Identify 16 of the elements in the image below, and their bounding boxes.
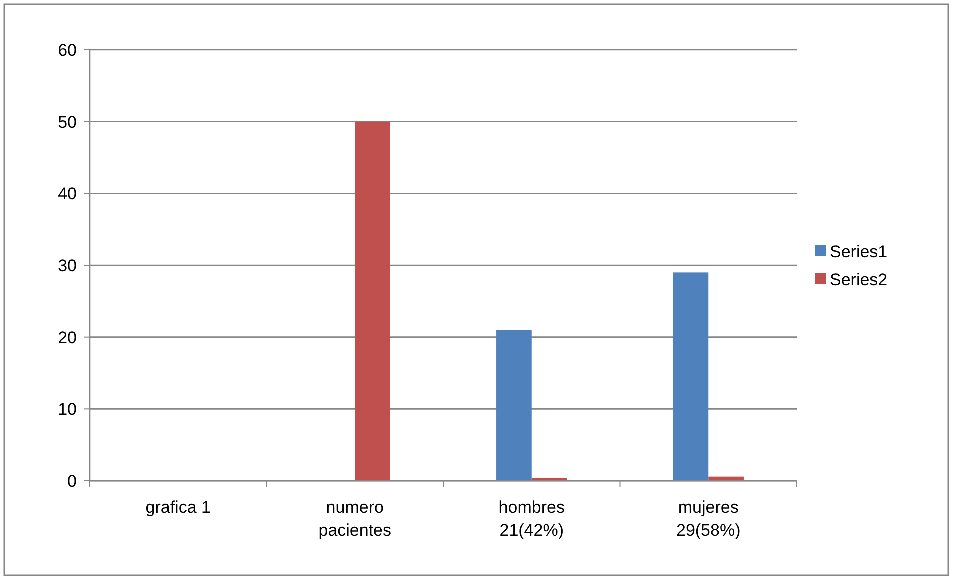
y-tick-label: 50	[58, 112, 77, 132]
y-tick-label: 30	[58, 256, 77, 276]
x-tick-label: hombres 21(42%)	[498, 498, 565, 540]
bar	[673, 272, 709, 481]
x-tick-label: numero pacientes	[318, 498, 392, 540]
x-tick-label: grafica 1	[146, 498, 211, 517]
bar	[355, 122, 390, 481]
bar	[496, 330, 532, 481]
y-tick-label: 40	[58, 184, 77, 204]
legend-label: Series1	[830, 242, 888, 262]
legend-label: Series2	[830, 270, 888, 290]
y-tick-label: 0	[68, 472, 77, 491]
y-tick-label: 10	[58, 400, 77, 420]
x-tick-label: mujeres 29(58%)	[676, 498, 741, 540]
y-tick-label: 60	[58, 40, 77, 60]
y-tick-label: 20	[58, 328, 77, 348]
